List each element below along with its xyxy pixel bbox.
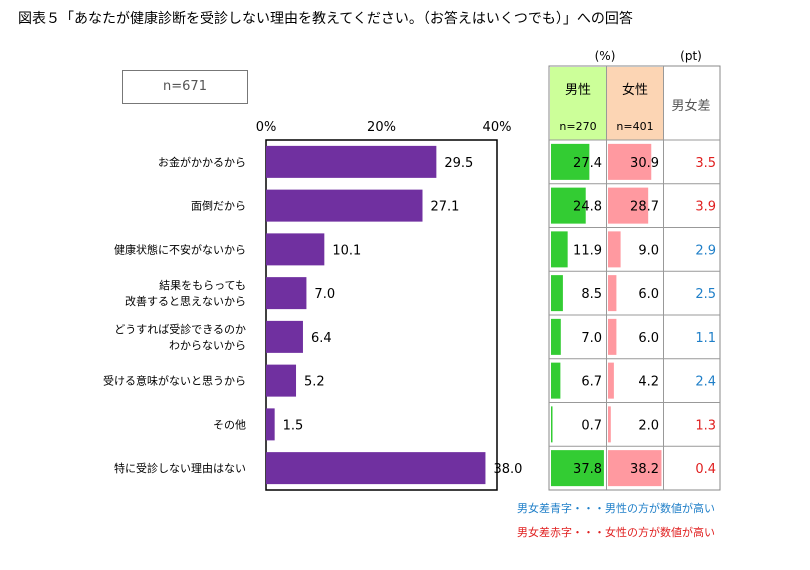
category-label: その他 <box>213 418 246 431</box>
female-value-label: 4.2 <box>638 375 659 390</box>
male-mini-bar <box>551 318 561 355</box>
bar-value-label: 7.0 <box>314 287 335 302</box>
bar <box>266 189 423 222</box>
bar <box>266 364 297 397</box>
diff-value-label: 3.9 <box>695 200 716 215</box>
male-header-cell <box>550 67 606 140</box>
male-mini-bar <box>551 143 590 180</box>
male-value-label: 7.0 <box>581 331 602 346</box>
female-value-label: 30.9 <box>630 156 659 171</box>
category-label: 結果をもらっても <box>159 278 246 292</box>
bar-value-label: 27.1 <box>431 200 460 215</box>
x-tick-label: 40% <box>483 120 512 135</box>
category-label: 健康状態に不安がないから <box>114 242 246 256</box>
bar-value-label: 1.5 <box>283 418 304 433</box>
female-value-label: 6.0 <box>638 331 659 346</box>
female-mini-bar <box>608 275 617 312</box>
male-value-label: 11.9 <box>573 243 602 258</box>
male-mini-bar <box>551 187 586 224</box>
bar <box>266 233 325 266</box>
bar-value-label: 5.2 <box>304 375 325 390</box>
diff-value-label: 0.4 <box>695 462 716 477</box>
x-tick-label: 0% <box>256 120 277 135</box>
female-mini-bar <box>608 187 649 224</box>
bar <box>266 452 486 485</box>
category-label: 面倒だから <box>191 200 246 213</box>
male-mini-bar <box>551 231 568 268</box>
diff-header-label: 男女差 <box>671 98 710 114</box>
category-label: 改善すると思えないから <box>125 294 246 308</box>
legend-red-note: 男女差赤字・・・女性の方が数値が高い <box>517 526 715 539</box>
bar <box>266 145 437 178</box>
x-tick-label: 20% <box>367 120 396 135</box>
plot-frame <box>265 139 498 491</box>
diff-value-label: 1.1 <box>695 331 716 346</box>
male-mini-bar <box>551 275 563 312</box>
male-mini-bar <box>551 406 553 443</box>
bar <box>266 408 275 441</box>
female-mini-bar <box>608 318 617 355</box>
category-label: わからないから <box>169 339 246 352</box>
diff-value-label: 2.5 <box>695 287 716 302</box>
bar <box>266 320 303 353</box>
category-label: どうすれば受診できるのか <box>114 322 246 336</box>
male-header-label: 男性 <box>565 83 591 98</box>
female-mini-bar <box>608 450 662 487</box>
figure-title: 図表５「あなたが健康診断を受診しない理由を教えてください。（お答えはいくつでも）… <box>18 11 633 27</box>
male-value-label: 37.8 <box>573 462 602 477</box>
unit-pt-label: (pt) <box>680 49 702 63</box>
male-value-label: 8.5 <box>581 287 602 302</box>
category-label: お金がかかるから <box>158 155 246 169</box>
female-mini-bar <box>608 231 621 268</box>
female-header-label: 女性 <box>622 82 648 98</box>
male-value-label: 24.8 <box>573 200 602 215</box>
female-header-cell <box>607 67 663 140</box>
diff-value-label: 3.5 <box>695 156 716 171</box>
male-value-label: 0.7 <box>581 418 602 433</box>
male-mini-bar <box>551 450 604 487</box>
category-label: 受ける意味がないと思うから <box>103 374 246 388</box>
female-n-label: n=401 <box>616 120 653 133</box>
female-value-label: 9.0 <box>638 243 659 258</box>
sample-size-box: n=671 <box>122 70 248 104</box>
diff-value-label: 2.4 <box>695 375 716 390</box>
female-mini-bar <box>608 143 652 180</box>
female-value-label: 2.0 <box>638 418 659 433</box>
female-value-label: 28.7 <box>630 200 659 215</box>
male-mini-bar <box>551 362 561 399</box>
category-label: 特に受診しない理由はない <box>114 461 246 475</box>
bar-value-label: 38.0 <box>493 462 522 477</box>
table-frame <box>548 65 721 491</box>
female-mini-bar <box>608 362 614 399</box>
female-mini-bar <box>608 406 611 443</box>
diff-value-label: 2.9 <box>695 243 716 258</box>
bar-value-label: 6.4 <box>311 331 332 346</box>
female-value-label: 6.0 <box>638 287 659 302</box>
female-value-label: 38.2 <box>630 462 659 477</box>
male-value-label: 27.4 <box>573 156 602 171</box>
male-value-label: 6.7 <box>581 375 602 390</box>
male-n-label: n=270 <box>559 120 596 133</box>
legend-blue-note: 男女差青字・・・男性の方が数値が高い <box>517 502 715 515</box>
unit-percent-label: (%) <box>595 49 616 63</box>
bar-value-label: 29.5 <box>444 156 473 171</box>
diff-value-label: 1.3 <box>695 418 716 433</box>
bar-value-label: 10.1 <box>332 243 361 258</box>
bar <box>266 277 307 310</box>
